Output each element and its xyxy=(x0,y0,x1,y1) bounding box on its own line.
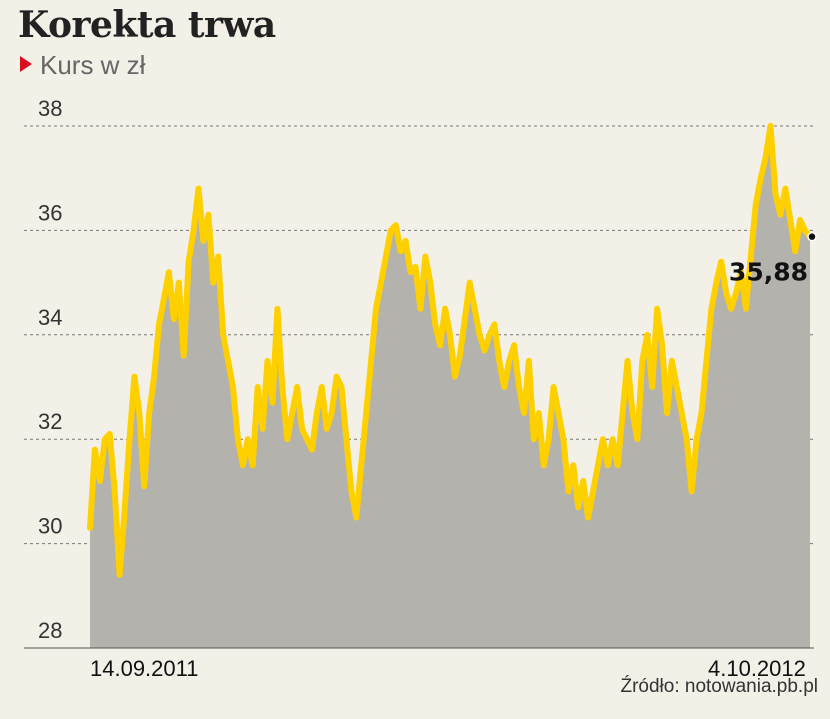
y-tick-32: 32 xyxy=(38,409,62,434)
price-area xyxy=(90,126,810,648)
source-note: Źródło: notowania.pb.pl xyxy=(620,676,818,697)
y-tick-28: 28 xyxy=(38,618,62,643)
y-tick-36: 36 xyxy=(38,200,62,225)
y-tick-30: 30 xyxy=(38,514,62,539)
y-tick-34: 34 xyxy=(38,305,62,330)
y-axis-ticks: 28 30 32 34 36 38 xyxy=(38,96,62,643)
triangle-marker-icon xyxy=(20,56,32,72)
y-tick-38: 38 xyxy=(38,96,62,121)
last-value-dot xyxy=(807,231,817,242)
subtitle-text: Kurs w zł xyxy=(40,50,146,80)
chart-title: Korekta trwa xyxy=(18,4,276,46)
x-label-end: 4.10.2012 xyxy=(708,656,806,681)
chart-subtitle: Kurs w zł xyxy=(20,50,145,81)
last-value-label: 35,88 xyxy=(729,258,808,287)
x-label-start: 14.09.2011 xyxy=(90,656,198,681)
price-line xyxy=(87,123,813,578)
